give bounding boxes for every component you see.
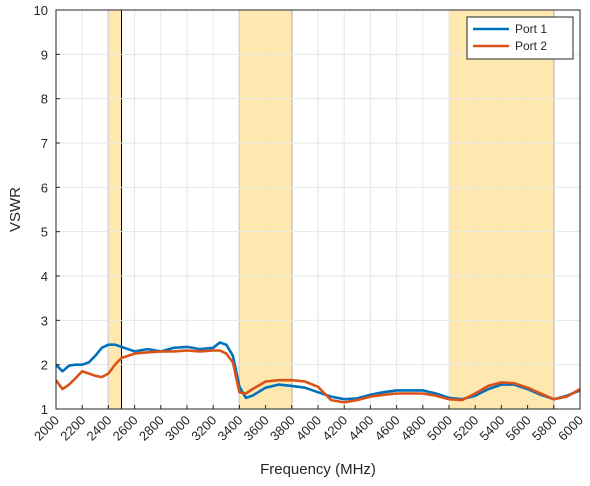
x-tick-label: 4400 (345, 413, 376, 444)
x-axis-ticks: 2000220024002600280030003200340036003800… (31, 405, 586, 444)
x-tick-label: 4600 (372, 413, 403, 444)
x-tick-label: 2600 (110, 413, 141, 444)
x-tick-label: 5200 (450, 413, 481, 444)
y-tick-label: 6 (41, 180, 48, 195)
x-tick-label: 3000 (162, 413, 193, 444)
legend-box (466, 16, 574, 60)
x-tick-label: 3200 (188, 413, 219, 444)
y-tick-label: 1 (41, 402, 48, 417)
x-tick-label: 3400 (214, 413, 245, 444)
y-tick-label: 10 (34, 3, 48, 18)
x-tick-label: 2200 (57, 413, 88, 444)
legend: Port 1 Port 2 (466, 16, 574, 60)
grid-lines (55, 9, 581, 410)
x-tick-label: 3800 (267, 413, 298, 444)
x-tick-label: 4000 (293, 413, 324, 444)
x-tick-label: 2400 (83, 413, 114, 444)
x-tick-label: 5000 (424, 413, 455, 444)
y-axis-ticks: 1 2 3 4 5 6 7 8 9 10 (34, 3, 60, 417)
x-tick-label: 4800 (398, 413, 429, 444)
series-line-port-2 (54, 349, 581, 404)
series-line-port-1 (55, 341, 581, 401)
y-tick-label: 4 (41, 269, 48, 284)
y-tick-label: 9 (41, 47, 48, 62)
x-tick-label: 2800 (136, 413, 167, 444)
x-tick-label: 5400 (476, 413, 507, 444)
highlight-band-1 (107, 9, 123, 410)
y-tick-label: 8 (41, 92, 48, 107)
x-tick-label: 2000 (31, 413, 62, 444)
series-lines (54, 341, 581, 404)
y-tick-label: 5 (41, 225, 48, 240)
y-axis-label: VSWR (7, 187, 24, 232)
x-tick-label: 6000 (555, 413, 586, 444)
y-tick-label: 2 (41, 358, 48, 373)
x-tick-label: 5600 (503, 413, 534, 444)
legend-label-port-2: Port 2 (515, 39, 547, 53)
legend-label-port-1: Port 1 (515, 22, 547, 36)
x-tick-label: 5800 (529, 413, 560, 444)
x-tick-label: 4200 (319, 413, 350, 444)
highlight-bands (107, 9, 555, 410)
x-tick-label: 3600 (241, 413, 272, 444)
x-axis-label: Frequency (MHz) (260, 461, 376, 478)
y-tick-label: 7 (41, 136, 48, 151)
y-tick-label: 3 (41, 313, 48, 328)
